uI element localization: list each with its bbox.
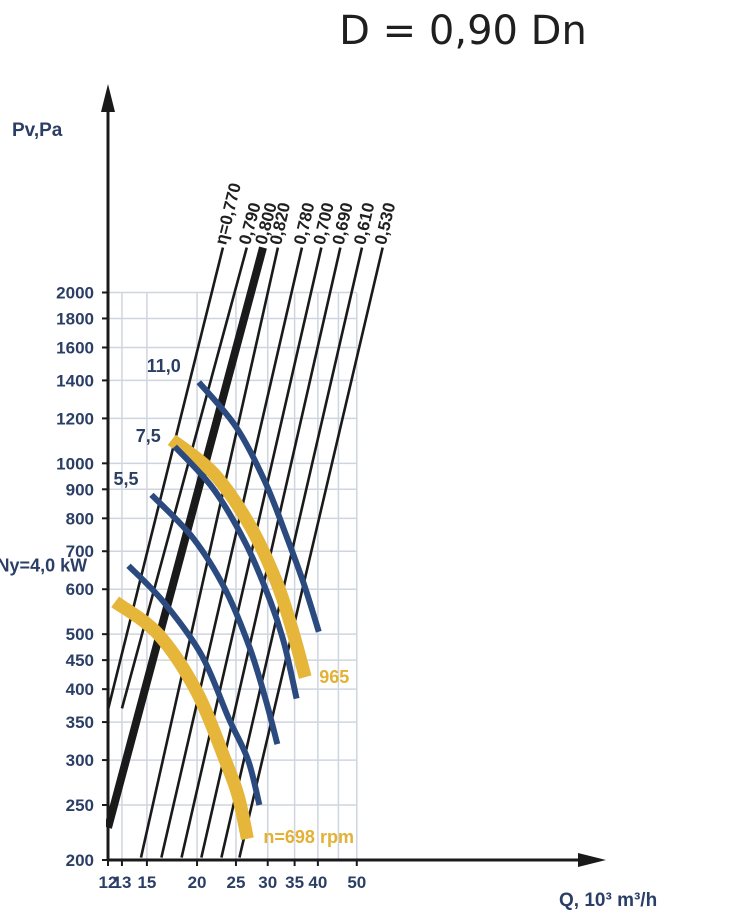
y-tick-label: 1000 [56, 454, 94, 473]
efficiency-line [120, 247, 249, 709]
curve-labels: Ny=4,0 kW 5,5 11,0 7,5 n=698 rpm 965 [0, 356, 354, 847]
y-tick-label: 900 [66, 480, 94, 499]
y-tick-labels: 200 250 300 350 400 450 500 600 700 800 900 1000 120… [56, 284, 108, 870]
x-tick-label: 13 [112, 873, 131, 892]
power-label-11: 11,0 [147, 356, 181, 376]
efficiency-line [106, 246, 267, 829]
power-label-4kw: Ny=4,0 kW [0, 556, 87, 576]
rpm-label-965: 965 [319, 667, 349, 687]
x-tick-label: 40 [308, 873, 327, 892]
x-tick-label: 15 [137, 873, 156, 892]
y-axis-title: Pv,Pa [12, 120, 63, 141]
power-curves [126, 380, 322, 806]
efficiency-lines [106, 246, 384, 858]
y-tick-label: 250 [66, 796, 94, 815]
chart-title: D = 0,90 Dn [339, 8, 587, 54]
power-curve [172, 444, 300, 700]
efficiency-line [139, 247, 280, 858]
chart-axes [101, 84, 606, 867]
y-tick-label: 1800 [56, 309, 94, 328]
efficiency-line [106, 247, 225, 711]
x-tick-label: 35 [285, 873, 304, 892]
x-axis-arrow [578, 853, 606, 867]
y-axis-arrow [101, 84, 115, 112]
y-tick-label: 300 [66, 751, 94, 770]
speed-curve [167, 434, 312, 679]
x-tick-label: 25 [226, 873, 245, 892]
x-tick-label: 20 [188, 873, 207, 892]
y-tick-label: 500 [66, 625, 94, 644]
power-curve [196, 380, 322, 633]
y-tick-label: 200 [66, 851, 94, 870]
y-tick-label: 2000 [56, 284, 94, 303]
speed-curves [111, 434, 312, 841]
efficiency-line [238, 247, 384, 858]
power-curve [126, 563, 263, 806]
power-label-7-5: 7,5 [136, 426, 161, 446]
speed-curve [111, 596, 254, 841]
y-tick-label: 600 [66, 580, 94, 599]
x-axis-title: Q, 10³ m³/h [559, 890, 657, 911]
y-tick-label: 350 [66, 713, 94, 732]
x-tick-label: 30 [258, 873, 277, 892]
y-tick-label: 450 [66, 651, 94, 670]
x-tick-label: 12 [99, 873, 118, 892]
power-curve [149, 492, 281, 745]
efficiency-line [160, 247, 304, 858]
power-label-5-5: 5,5 [113, 469, 138, 489]
y-tick-label: 1400 [56, 371, 94, 390]
y-tick-label: 400 [66, 680, 94, 699]
y-tick-label: 1600 [56, 338, 94, 357]
efficiency-labels: η=0,7700,7900,8000,8200,7800,7000,6900,6… [211, 181, 399, 247]
y-tick-label: 1200 [56, 409, 94, 428]
y-tick-label: 800 [66, 509, 94, 528]
y-tick-label: 700 [66, 542, 94, 561]
rpm-label-698: n=698 rpm [263, 827, 354, 847]
x-tick-label: 50 [347, 873, 366, 892]
